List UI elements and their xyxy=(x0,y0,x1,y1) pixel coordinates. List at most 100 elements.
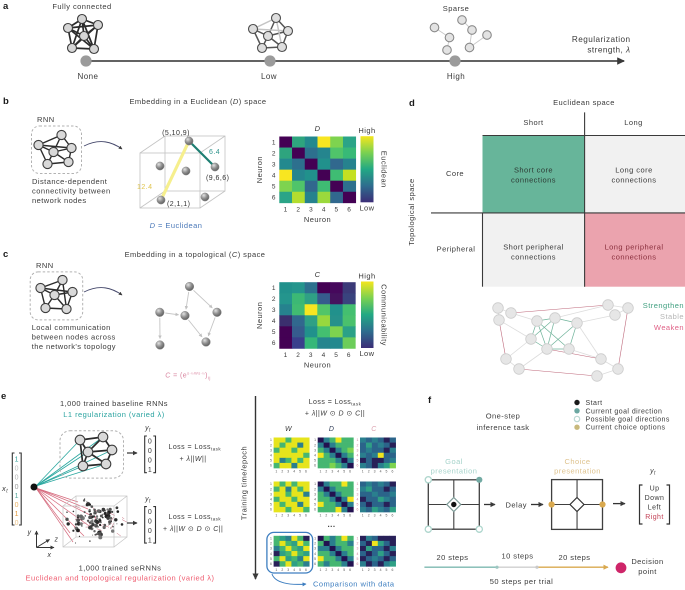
svg-text:2: 2 xyxy=(281,514,283,518)
svg-text:0: 0 xyxy=(15,520,19,527)
svg-text:1: 1 xyxy=(275,568,277,572)
svg-text:1: 1 xyxy=(272,285,276,292)
svg-text:Long core: Long core xyxy=(615,166,652,175)
svg-text:1: 1 xyxy=(284,352,288,359)
svg-text:1: 1 xyxy=(270,537,272,541)
svg-text:Possible goal directions: Possible goal directions xyxy=(586,417,670,424)
svg-text:1: 1 xyxy=(356,482,358,486)
svg-text:2: 2 xyxy=(314,487,316,491)
svg-text:5: 5 xyxy=(335,207,339,214)
svg-text:1: 1 xyxy=(362,568,364,572)
svg-text:1: 1 xyxy=(319,568,321,572)
svg-text:3: 3 xyxy=(356,492,358,496)
svg-text:D: D xyxy=(315,124,321,133)
svg-text:xt: xt xyxy=(1,484,8,495)
svg-text:1: 1 xyxy=(284,207,288,214)
svg-text:connections: connections xyxy=(612,176,657,185)
svg-text:3: 3 xyxy=(374,514,376,518)
svg-text:5: 5 xyxy=(272,329,276,336)
svg-text:point: point xyxy=(638,567,657,576)
svg-text:b: b xyxy=(3,96,9,107)
svg-text:5: 5 xyxy=(314,557,316,561)
svg-text:Sparse: Sparse xyxy=(443,4,469,13)
svg-text:Loss = Losstask: Loss = Losstask xyxy=(169,514,222,522)
svg-text:5: 5 xyxy=(386,470,388,474)
svg-text:4: 4 xyxy=(293,470,295,474)
svg-text:1: 1 xyxy=(148,467,152,474)
svg-text:yt: yt xyxy=(144,425,151,434)
svg-text:High: High xyxy=(358,272,375,281)
svg-text:D = Euclidean: D = Euclidean xyxy=(150,221,203,230)
svg-text:connections: connections xyxy=(511,176,556,185)
svg-text:4: 4 xyxy=(337,514,339,518)
svg-text:2: 2 xyxy=(281,470,283,474)
svg-text:3: 3 xyxy=(374,470,376,474)
svg-text:Communicability: Communicability xyxy=(380,284,389,346)
svg-text:3: 3 xyxy=(287,514,289,518)
svg-text:2: 2 xyxy=(325,470,327,474)
svg-text:1: 1 xyxy=(15,511,19,518)
svg-text:2: 2 xyxy=(356,487,358,491)
svg-text:Fully connected: Fully connected xyxy=(52,2,111,11)
svg-text:4: 4 xyxy=(380,470,382,474)
svg-text:yt: yt xyxy=(649,468,656,477)
svg-text:Low: Low xyxy=(261,72,277,81)
svg-text:3: 3 xyxy=(331,470,333,474)
svg-text:presentation: presentation xyxy=(431,467,478,476)
svg-text:2: 2 xyxy=(314,542,316,546)
svg-text:5: 5 xyxy=(356,459,358,463)
svg-text:4: 4 xyxy=(314,552,316,556)
svg-text:6: 6 xyxy=(356,562,358,566)
svg-text:5: 5 xyxy=(343,514,345,518)
svg-text:2: 2 xyxy=(368,568,370,572)
svg-text:3: 3 xyxy=(309,207,313,214)
svg-text:4: 4 xyxy=(337,568,339,572)
svg-text:between nodes across: between nodes across xyxy=(32,333,116,342)
svg-text:6: 6 xyxy=(305,568,307,572)
svg-text:3: 3 xyxy=(314,547,316,551)
svg-text:5: 5 xyxy=(270,557,272,561)
svg-text:2: 2 xyxy=(325,514,327,518)
svg-text:3: 3 xyxy=(356,448,358,452)
svg-text:1: 1 xyxy=(314,482,316,486)
svg-text:None: None xyxy=(78,72,99,81)
svg-text:6: 6 xyxy=(272,195,276,202)
svg-text:20 steps: 20 steps xyxy=(559,553,591,562)
svg-text:0: 0 xyxy=(15,466,19,473)
svg-text:4: 4 xyxy=(270,497,272,501)
svg-text:Left: Left xyxy=(648,505,661,512)
svg-text:1: 1 xyxy=(15,493,19,500)
svg-text:Current choice options: Current choice options xyxy=(586,425,666,432)
svg-text:presentation: presentation xyxy=(554,467,601,476)
svg-text:4: 4 xyxy=(322,352,326,359)
svg-text:Euclidean: Euclidean xyxy=(380,151,389,188)
svg-text:2: 2 xyxy=(281,568,283,572)
svg-text:RNN: RNN xyxy=(37,115,55,124)
svg-text:Loss = Losstask: Loss = Losstask xyxy=(309,399,362,407)
svg-text:3: 3 xyxy=(272,307,276,314)
svg-text:1,000 trained seRNNs: 1,000 trained seRNNs xyxy=(79,564,162,573)
svg-text:6: 6 xyxy=(349,470,351,474)
svg-text:0: 0 xyxy=(148,439,152,446)
svg-text:1: 1 xyxy=(356,537,358,541)
svg-text:4: 4 xyxy=(272,172,276,179)
svg-text:0: 0 xyxy=(15,475,19,482)
svg-text:5: 5 xyxy=(356,503,358,507)
svg-text:1: 1 xyxy=(314,438,316,442)
svg-text:20 steps: 20 steps xyxy=(437,553,469,562)
svg-text:5: 5 xyxy=(343,470,345,474)
svg-text:5: 5 xyxy=(270,503,272,507)
svg-text:Core: Core xyxy=(446,169,464,178)
svg-text:One-step: One-step xyxy=(486,412,520,421)
svg-text:3: 3 xyxy=(314,492,316,496)
svg-text:3: 3 xyxy=(287,470,289,474)
svg-text:1: 1 xyxy=(362,470,364,474)
svg-text:1: 1 xyxy=(275,470,277,474)
svg-text:1: 1 xyxy=(319,514,321,518)
svg-text:Weaken: Weaken xyxy=(654,323,684,332)
svg-text:5: 5 xyxy=(334,352,338,359)
svg-text:6: 6 xyxy=(305,514,307,518)
svg-text:network nodes: network nodes xyxy=(32,196,87,205)
svg-text:3: 3 xyxy=(287,568,289,572)
svg-text:3: 3 xyxy=(374,568,376,572)
